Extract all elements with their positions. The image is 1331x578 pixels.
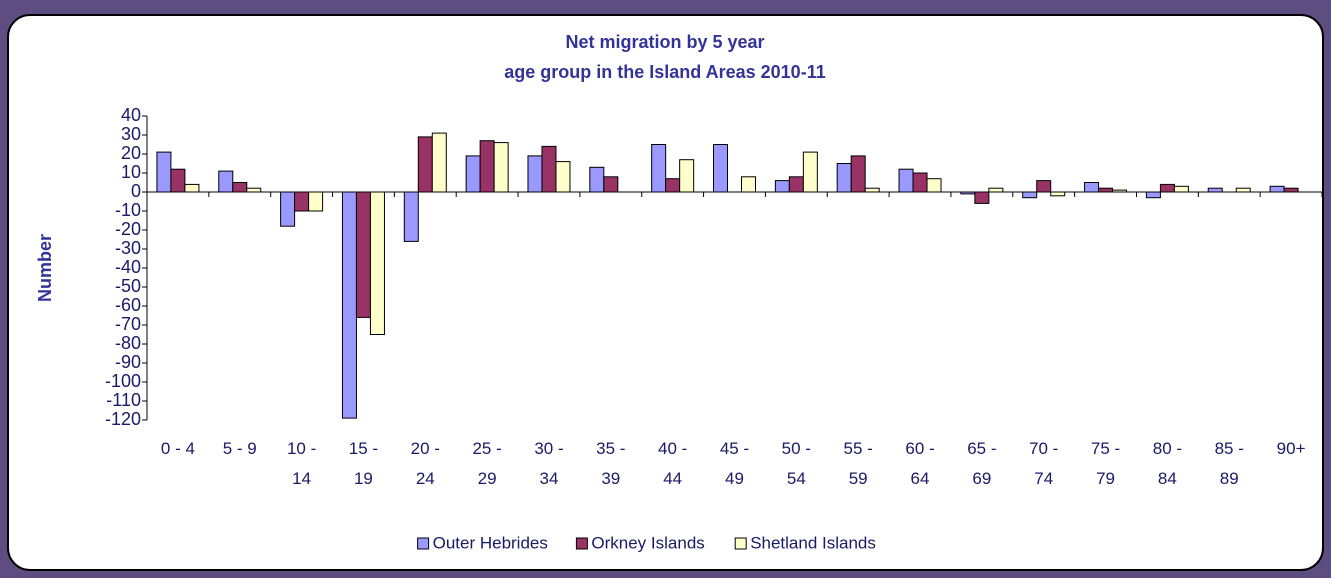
chart-title: Net migration by 5 year (565, 32, 764, 52)
y-tick-label: -110 (106, 390, 141, 410)
legend-swatch (575, 537, 588, 550)
y-tick-label: -60 (115, 295, 141, 315)
bar (741, 176, 756, 193)
y-tick-label: -20 (115, 219, 141, 239)
x-tick-label: 75 - 79 (1090, 439, 1121, 488)
bar (788, 176, 804, 193)
x-tick-label: 70 - 74 (1029, 439, 1059, 488)
bar (527, 155, 543, 193)
bar (1084, 182, 1100, 193)
x-tick-label: 20 - 24 (410, 439, 440, 488)
bar (1235, 187, 1251, 193)
bar (1159, 183, 1175, 193)
y-axis-label: Number (35, 234, 55, 302)
bar (988, 187, 1004, 193)
bar (1207, 187, 1223, 193)
bar (156, 151, 172, 193)
bar (1173, 185, 1189, 193)
chart-title: age group in the Island Areas 2010-11 (504, 62, 825, 82)
legend-label: Outer Hebrides (433, 533, 548, 552)
x-tick-label: 0 - 4 (160, 439, 195, 458)
legend-swatch (734, 537, 747, 550)
y-tick-label: 40 (121, 105, 141, 125)
x-tick-label: 65 - 69 (967, 439, 997, 488)
x-tick-label: 60 - 64 (905, 439, 935, 488)
bar (898, 168, 914, 193)
x-tick-label: 35 - 39 (596, 439, 626, 488)
bar (836, 163, 852, 193)
bar (1269, 185, 1285, 193)
bar (541, 145, 557, 193)
bar (864, 187, 880, 193)
y-tick-label: -50 (115, 276, 141, 296)
bar (465, 155, 481, 193)
bar (431, 132, 447, 193)
bar (341, 191, 357, 419)
x-tick-label: 85 - 89 (1214, 439, 1244, 488)
bar (1098, 187, 1114, 193)
bar (850, 155, 866, 193)
bar (184, 183, 200, 193)
bar (294, 191, 310, 212)
bar (713, 144, 728, 193)
bar (589, 166, 605, 193)
bar (218, 170, 234, 193)
x-tick-label: 55 - 59 (843, 439, 873, 488)
bar (170, 168, 186, 193)
x-tick-label: 90+ (1276, 439, 1306, 458)
bar (1050, 191, 1066, 197)
y-tick-label: -40 (115, 257, 141, 277)
bar (246, 187, 262, 193)
bar (479, 140, 495, 193)
bar (555, 161, 571, 193)
y-tick-label: -90 (115, 352, 141, 372)
bar (1036, 180, 1052, 193)
bar (369, 191, 385, 335)
bar (493, 142, 509, 193)
bar (403, 191, 419, 242)
y-tick-label: 30 (121, 124, 141, 144)
bar (355, 191, 371, 318)
legend-label: Orkney Islands (591, 533, 704, 552)
bar (232, 182, 248, 193)
y-tick-label: 0 (131, 181, 141, 201)
bar (926, 178, 942, 193)
bar (651, 144, 667, 193)
y-tick-label: -100 (105, 371, 141, 391)
x-tick-label: 25 - 29 (472, 439, 502, 488)
x-tick-label: 30 - 34 (534, 439, 564, 488)
x-tick-label: 15 - 19 (348, 439, 379, 488)
y-tick-label: -30 (115, 238, 141, 258)
y-tick-label: -80 (115, 333, 141, 353)
bar (1022, 191, 1038, 199)
x-tick-label: 45 - 49 (719, 439, 750, 488)
y-tick-label: -10 (115, 200, 141, 220)
y-tick-label: 20 (121, 143, 141, 163)
y-tick-label: -120 (105, 409, 141, 429)
bar (679, 159, 695, 193)
legend-label: Shetland Islands (750, 533, 876, 552)
x-tick-label: 80 - 84 (1152, 439, 1183, 488)
bar (974, 191, 990, 204)
x-tick-label: 10 - 14 (286, 439, 317, 488)
bar (417, 136, 433, 193)
x-tick-label: 50 - 54 (781, 439, 811, 488)
bar (802, 151, 818, 193)
chart-panel (7, 14, 1324, 571)
x-tick-label: 5 - 9 (222, 439, 257, 458)
bar (1283, 187, 1299, 193)
bar (280, 191, 296, 227)
x-tick-label: 40 - 44 (658, 439, 688, 488)
bar (603, 176, 619, 193)
y-tick-label: 10 (121, 162, 141, 182)
bar (774, 180, 790, 193)
bar (1145, 191, 1161, 199)
bar (912, 172, 928, 193)
bar (665, 178, 681, 193)
bar (308, 191, 324, 212)
y-tick-label: -70 (115, 314, 141, 334)
legend-swatch (417, 537, 430, 550)
